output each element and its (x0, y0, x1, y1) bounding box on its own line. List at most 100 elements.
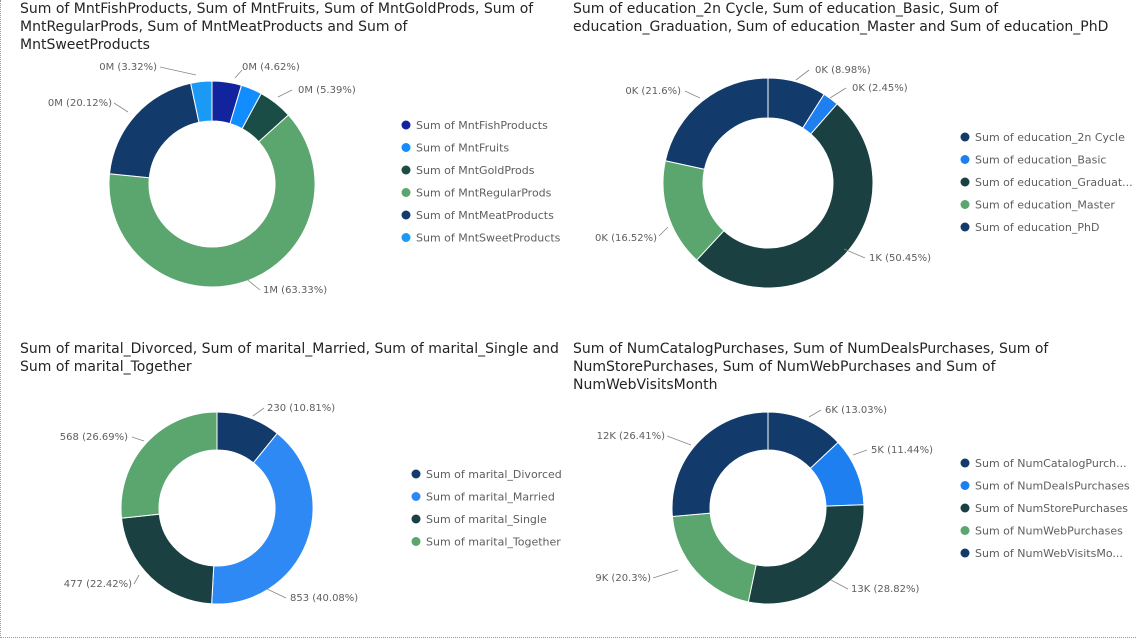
donut-slice[interactable] (695, 103, 874, 289)
legend-marker[interactable] (411, 537, 421, 546)
donut-chart-2: 0K (8.98%) 0K (2.45%) 1K (50.45%) 0K (16.52… (595, 65, 1133, 289)
legend-marker[interactable] (411, 469, 421, 479)
chart-title: Sum of NumCatalogPurchases, Sum of NumDe… (573, 341, 1049, 393)
legend-item[interactable]: Sum of NumDealsPurchases (975, 480, 1130, 493)
legend-marker[interactable] (411, 514, 421, 524)
leader-line (684, 90, 701, 99)
leader-line (252, 407, 265, 417)
data-label: 0K (16.52%) (595, 233, 657, 244)
legend-marker[interactable] (401, 120, 411, 130)
data-label: 1K (50.45%) (869, 253, 931, 264)
legend-item[interactable]: Sum of education_2n Cycle (975, 131, 1125, 144)
legend-item[interactable]: Sum of MntRegularProds (416, 187, 552, 200)
legend-item[interactable]: Sum of education_Basic (975, 154, 1106, 167)
data-label: 0K (8.98%) (815, 65, 871, 76)
chart-title: Sum of education_2n Cycle, Sum of educat… (573, 1, 1109, 35)
legend-marker[interactable] (960, 458, 970, 468)
legend-item[interactable]: Sum of NumWebPurchases (975, 525, 1123, 538)
legend-marker[interactable] (401, 165, 411, 175)
chart-title: Sum of marital_Divorced, Sum of marital_… (20, 341, 559, 375)
donut-slice[interactable] (671, 411, 769, 518)
donut-visual-1[interactable]: Sum of MntFishProducts, Sum of MntFruits… (20, 0, 565, 320)
legend-marker[interactable] (960, 155, 970, 164)
legend-item[interactable]: Sum of marital_Together (426, 536, 561, 549)
legend-item[interactable]: Sum of MntFruits (416, 142, 509, 155)
legend-item[interactable]: Sum of NumWebVisitsMo... (975, 547, 1123, 560)
leader-line (829, 87, 847, 99)
legend-item[interactable]: Sum of marital_Single (426, 513, 547, 526)
data-label: 13K (28.82%) (851, 584, 919, 595)
data-label: 853 (40.08%) (290, 593, 358, 604)
data-label: 0K (2.45%) (852, 83, 908, 94)
leader-line (852, 449, 868, 456)
leader-line (666, 435, 692, 446)
legend-marker[interactable] (960, 200, 970, 209)
left-dotted-border (0, 0, 4, 638)
donut-visual-3[interactable]: Sum of marital_Divorced, Sum of marital_… (20, 340, 565, 630)
leader-line (266, 588, 287, 599)
legend-marker[interactable] (960, 503, 970, 513)
legend-marker[interactable] (960, 481, 970, 490)
legend-marker[interactable] (401, 233, 411, 242)
data-label: 568 (26.69%) (60, 432, 128, 443)
data-label: 1M (63.33%) (263, 285, 327, 296)
legend-item[interactable]: Sum of NumCatalogPurch... (975, 457, 1127, 470)
data-label: 0M (4.62%) (242, 62, 300, 73)
leader-line (843, 248, 866, 259)
legend-marker[interactable] (411, 492, 421, 501)
donut-chart-4: 6K (13.03%) 5K (11.44%) 13K (28.82%) 9K (20… (595, 405, 1130, 605)
donut-slice[interactable] (120, 513, 215, 605)
leader-line (795, 69, 810, 81)
legend-marker[interactable] (960, 222, 970, 232)
legend-item[interactable]: Sum of MntGoldProds (416, 164, 535, 177)
chart-title: Sum of MntFishProducts, Sum of MntFruits… (20, 1, 534, 53)
data-label: 0M (3.32%) (99, 62, 157, 73)
data-label: 0M (20.12%) (48, 98, 112, 109)
legend-item[interactable]: Sum of NumStorePurchases (975, 502, 1128, 515)
data-label: 230 (10.81%) (267, 403, 335, 414)
legend-item[interactable]: Sum of education_PhD (975, 221, 1099, 234)
legend-item[interactable]: Sum of education_Graduat... (975, 176, 1133, 189)
donut-slice[interactable] (108, 82, 200, 179)
donut-slice[interactable] (747, 504, 865, 605)
donut-chart-3: 230 (10.81%) 853 (40.08%) 477 (22.42%) 568 … (60, 403, 562, 605)
donut-slice[interactable] (190, 80, 213, 123)
legend-item[interactable]: Sum of education_Master (975, 199, 1115, 212)
leader-line (277, 89, 293, 98)
donut-visual-4[interactable]: Sum of NumCatalogPurchases, Sum of NumDe… (573, 340, 1133, 630)
data-label: 0K (21.6%) (625, 86, 681, 97)
legend-marker[interactable] (960, 177, 970, 187)
leader-line (234, 69, 243, 79)
legend-marker[interactable] (960, 548, 970, 558)
leader-line (131, 436, 145, 442)
legend-marker[interactable] (401, 188, 411, 197)
leader-line (113, 102, 129, 113)
donut-visual-2[interactable]: Sum of education_2n Cycle, Sum of educat… (573, 0, 1133, 320)
data-label: 477 (22.42%) (64, 579, 132, 590)
legend-marker[interactable] (401, 210, 411, 220)
legend-item[interactable]: Sum of MntMeatProducts (416, 209, 554, 222)
legend-marker[interactable] (960, 132, 970, 142)
legend-item[interactable]: Sum of marital_Divorced (426, 468, 562, 481)
legend-marker[interactable] (401, 143, 411, 152)
data-label: 0M (5.39%) (298, 85, 356, 96)
donut-slice[interactable] (108, 114, 316, 288)
leader-line (243, 276, 261, 291)
donut-slice[interactable] (120, 411, 218, 519)
donut-slice[interactable] (664, 77, 769, 170)
donut-slice[interactable] (211, 432, 314, 605)
leader-line (658, 226, 669, 237)
legend-item[interactable]: Sum of marital_Married (426, 491, 555, 504)
donut-chart-1: 0M (4.62%) 0M (5.39%) 1M (63.33%) 0M (20.12… (48, 62, 561, 296)
leader-line (830, 579, 849, 590)
legend-item[interactable]: Sum of MntFishProducts (416, 119, 548, 132)
legend-item[interactable]: Sum of MntSweetProducts (416, 232, 561, 245)
data-label: 9K (20.3%) (595, 573, 651, 584)
leader-line (652, 569, 679, 579)
leader-line (159, 66, 197, 76)
legend-marker[interactable] (960, 526, 970, 535)
leader-line (808, 409, 822, 418)
data-label: 6K (13.03%) (825, 405, 887, 416)
donut-slice[interactable] (671, 512, 757, 603)
data-label: 5K (11.44%) (871, 445, 933, 456)
